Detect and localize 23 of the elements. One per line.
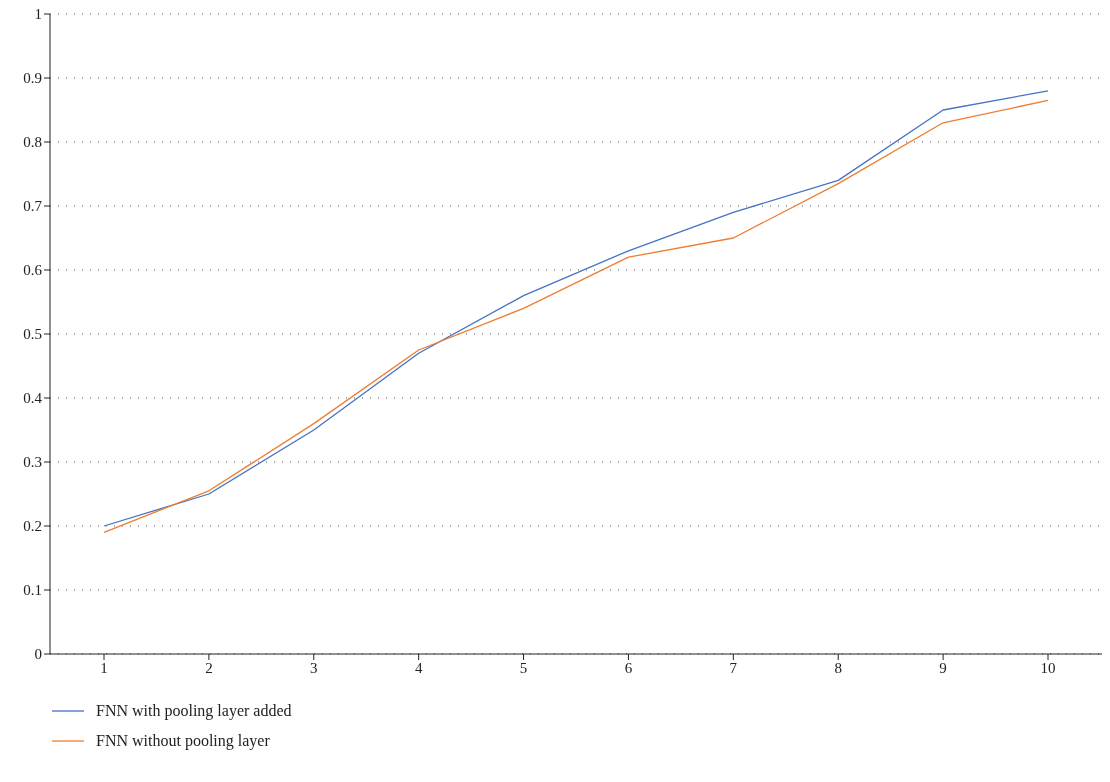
legend-label: FNN without pooling layer (96, 732, 270, 750)
x-tick-label: 2 (205, 659, 213, 676)
x-tick-label: 9 (939, 659, 947, 676)
y-tick-label: 0.6 (23, 262, 43, 279)
y-tick-label: 0 (34, 646, 42, 663)
x-tick-label: 6 (624, 659, 633, 676)
y-tick-label: 0.5 (23, 326, 42, 343)
x-tick-label: 3 (310, 659, 318, 676)
x-tick-label: 7 (729, 659, 738, 676)
y-tick-label: 0.4 (23, 390, 43, 407)
y-tick-label: 0.8 (23, 134, 42, 151)
x-tick-label: 8 (834, 659, 842, 676)
y-tick-label: 0.1 (23, 582, 42, 599)
x-tick-label: 5 (519, 659, 528, 676)
y-tick-label: 0.9 (23, 70, 42, 87)
legend-label: FNN with pooling layer added (96, 702, 292, 720)
y-tick-label: 0.3 (23, 454, 42, 471)
x-tick-label: 10 (1040, 659, 1056, 676)
x-tick-label: 1 (100, 659, 108, 676)
y-tick-label: 0.7 (23, 198, 43, 215)
y-tick-label: 1 (34, 6, 42, 23)
x-tick-label: 4 (414, 659, 423, 676)
y-tick-label: 0.2 (23, 518, 42, 535)
